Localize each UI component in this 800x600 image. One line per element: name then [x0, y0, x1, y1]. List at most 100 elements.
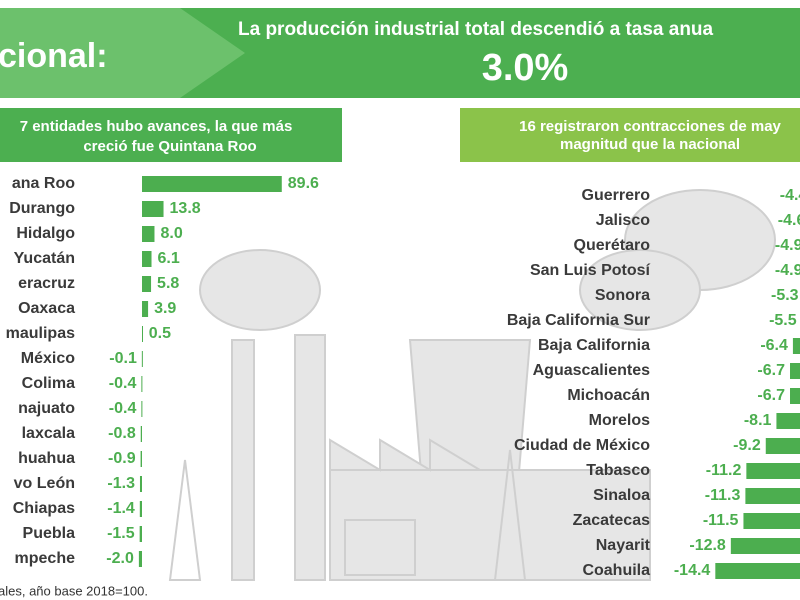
category-label: Oaxaca	[18, 300, 75, 317]
right-subheader-box	[460, 108, 800, 162]
value-label: -6.7	[757, 387, 785, 404]
category-label: maulipas	[6, 325, 75, 342]
bar	[139, 501, 142, 517]
value-label: -14.4	[674, 562, 711, 579]
left-subtitle: creció fue Quintana Roo	[83, 138, 256, 155]
bar	[790, 363, 800, 379]
value-label: 0.5	[149, 325, 171, 342]
category-label: Coahuila	[582, 562, 650, 579]
value-label: -5.5	[769, 312, 797, 329]
category-label: ana Roo	[12, 175, 75, 192]
value-label: 6.1	[158, 250, 180, 267]
value-label: -11.2	[706, 462, 742, 479]
category-label: Puebla	[23, 525, 76, 542]
bar	[730, 538, 800, 554]
value-label: -0.8	[108, 425, 136, 442]
factory-illustration	[168, 189, 776, 581]
bar	[139, 476, 142, 492]
bar	[715, 563, 800, 579]
category-label: Chiapas	[13, 500, 75, 517]
value-label: -4.6	[778, 212, 800, 229]
category-label: Yucatán	[14, 250, 75, 267]
category-label: Durango	[9, 200, 75, 217]
value-label: -9.2	[733, 437, 761, 454]
bar	[743, 513, 800, 529]
header-title: La producción industrial total descendió…	[238, 19, 714, 40]
category-label: laxcala	[22, 425, 75, 442]
bar	[142, 251, 152, 267]
category-label: Ciudad de México	[514, 437, 650, 454]
category-label: Hidalgo	[16, 225, 75, 242]
left-subheader-box	[0, 108, 342, 162]
left-subtitle: 7 entidades hubo avances, la que más	[20, 118, 293, 135]
value-label: -1.4	[107, 500, 135, 517]
header-arrow	[0, 8, 245, 98]
bar	[141, 351, 143, 367]
category-label: Baja California Sur	[507, 312, 650, 329]
value-label: -11.5	[703, 512, 739, 529]
category-label: mpeche	[15, 550, 76, 567]
value-label: -4.4	[780, 187, 800, 204]
bar	[139, 526, 142, 542]
value-label: 8.0	[160, 225, 182, 242]
category-label: eracruz	[18, 275, 75, 292]
value-label: 3.9	[154, 300, 176, 317]
value-label: -0.1	[109, 350, 137, 367]
category-label: Guerrero	[582, 187, 651, 204]
category-label: Tabasco	[586, 462, 650, 479]
bar	[776, 413, 800, 429]
bar	[141, 401, 143, 417]
value-label: -11.3	[705, 487, 741, 504]
value-label: -5.3	[771, 287, 799, 304]
category-label: vo León	[14, 475, 75, 492]
value-label: -0.4	[109, 400, 137, 417]
category-label: Morelos	[589, 412, 650, 429]
value-label: 89.6	[288, 175, 319, 192]
category-label: Sonora	[595, 287, 650, 304]
bar	[746, 463, 800, 479]
bar	[790, 388, 800, 404]
category-label: México	[21, 350, 75, 367]
value-label: -4.9	[775, 262, 800, 279]
header-value: 3.0%	[482, 47, 569, 89]
value-label: -0.9	[108, 450, 136, 467]
category-label: Michoacán	[567, 387, 650, 404]
bar	[142, 301, 149, 317]
value-label: 5.8	[157, 275, 179, 292]
right-subtitle: magnitud que la nacional	[560, 136, 740, 153]
value-label: -6.4	[760, 337, 788, 354]
bar	[765, 438, 800, 454]
bar	[142, 176, 282, 192]
value-label: -12.8	[689, 537, 726, 554]
category-label: Zacatecas	[573, 512, 650, 529]
value-label: -6.7	[757, 362, 785, 379]
right-subtitle: 16 registraron contracciones de may	[519, 118, 781, 135]
bar	[142, 226, 155, 242]
category-label: Baja California	[538, 337, 650, 354]
bar	[142, 201, 164, 217]
bar	[140, 426, 142, 442]
bar	[142, 276, 152, 292]
category-label: Colima	[22, 375, 75, 392]
bar	[792, 338, 800, 354]
bar	[745, 488, 800, 504]
category-label: Querétaro	[574, 237, 651, 254]
value-label: 13.8	[170, 200, 201, 217]
value-label: -1.5	[107, 525, 135, 542]
category-label: San Luis Potosí	[530, 262, 651, 279]
value-label: -8.1	[744, 412, 772, 429]
category-label: Sinaloa	[593, 487, 650, 504]
bar	[141, 376, 143, 392]
value-label: -0.4	[109, 375, 137, 392]
category-label: najuato	[18, 400, 75, 417]
category-label: Jalisco	[596, 212, 650, 229]
bar	[138, 551, 142, 567]
category-label: huahua	[18, 450, 75, 467]
footnote: ales, año base 2018=100.	[0, 583, 148, 598]
bar	[140, 451, 142, 467]
category-label: Aguascalientes	[533, 362, 650, 379]
bar	[142, 326, 143, 342]
category-label: Nayarit	[596, 537, 651, 554]
